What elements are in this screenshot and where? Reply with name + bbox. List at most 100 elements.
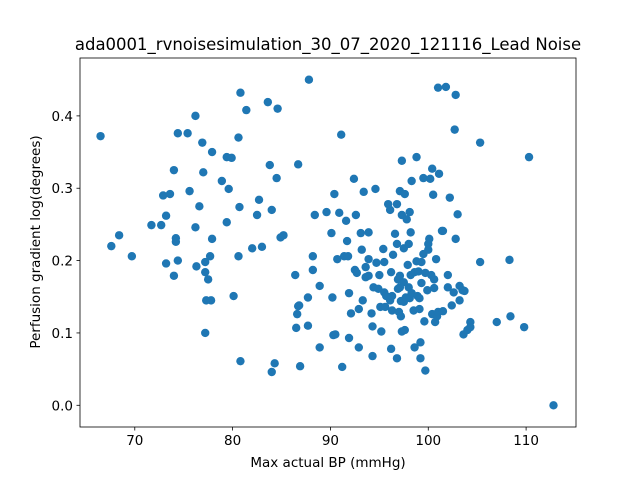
point bbox=[392, 354, 402, 363]
point bbox=[381, 302, 390, 312]
point bbox=[524, 152, 534, 162]
point bbox=[433, 83, 443, 92]
point bbox=[337, 130, 346, 139]
y-tick-label: 0.3 bbox=[52, 181, 73, 197]
point bbox=[191, 111, 200, 121]
point bbox=[380, 257, 389, 267]
point bbox=[203, 275, 213, 284]
y-tick-label: 0.0 bbox=[52, 398, 73, 414]
point bbox=[390, 229, 400, 239]
point bbox=[222, 218, 231, 227]
point bbox=[407, 176, 416, 186]
point bbox=[333, 254, 342, 264]
point bbox=[267, 367, 276, 377]
point bbox=[191, 223, 200, 232]
y-tick-label: 0.4 bbox=[52, 109, 73, 125]
point bbox=[443, 283, 453, 292]
point bbox=[416, 354, 425, 363]
point bbox=[330, 189, 339, 199]
point bbox=[206, 296, 216, 305]
chart-title: ada0001_rvnoisesimulation_30_07_2020_121… bbox=[75, 35, 581, 55]
x-tick-label: 90 bbox=[322, 433, 339, 449]
point bbox=[156, 220, 166, 230]
point bbox=[263, 97, 273, 107]
point bbox=[331, 330, 340, 339]
point bbox=[368, 351, 377, 361]
point bbox=[438, 307, 448, 316]
point bbox=[201, 257, 210, 267]
point bbox=[114, 231, 124, 240]
point bbox=[358, 296, 367, 305]
point bbox=[406, 228, 415, 237]
point bbox=[227, 153, 236, 163]
point bbox=[392, 199, 402, 209]
point bbox=[431, 254, 441, 264]
point bbox=[359, 187, 368, 197]
point bbox=[236, 88, 245, 97]
point bbox=[161, 259, 171, 268]
point bbox=[292, 323, 301, 333]
point bbox=[434, 169, 444, 178]
point bbox=[414, 267, 423, 276]
point bbox=[475, 138, 485, 147]
point bbox=[429, 283, 439, 293]
point bbox=[386, 344, 396, 354]
point bbox=[235, 202, 244, 212]
point bbox=[294, 301, 304, 310]
point bbox=[308, 252, 318, 261]
point bbox=[169, 165, 179, 175]
point bbox=[335, 208, 344, 218]
point bbox=[265, 160, 274, 170]
point bbox=[322, 207, 331, 217]
point bbox=[349, 174, 359, 184]
point bbox=[165, 189, 175, 199]
point bbox=[397, 156, 407, 165]
point bbox=[415, 294, 424, 303]
point bbox=[308, 265, 318, 275]
point bbox=[388, 250, 398, 259]
point bbox=[395, 271, 405, 280]
point bbox=[192, 262, 201, 271]
point bbox=[506, 312, 515, 321]
point bbox=[351, 210, 361, 220]
point bbox=[293, 160, 303, 169]
point bbox=[392, 239, 402, 249]
point bbox=[423, 286, 432, 295]
point bbox=[449, 288, 458, 297]
point bbox=[303, 321, 313, 330]
point bbox=[315, 281, 324, 291]
point bbox=[354, 304, 364, 314]
point bbox=[217, 176, 227, 186]
point bbox=[207, 234, 217, 244]
point bbox=[426, 174, 435, 184]
point bbox=[279, 231, 288, 240]
point bbox=[417, 257, 426, 267]
y-axis-label: Perfusion gradient log(degrees) bbox=[28, 135, 44, 348]
point bbox=[445, 193, 454, 202]
point bbox=[252, 210, 262, 220]
point bbox=[171, 237, 181, 246]
point bbox=[450, 125, 459, 134]
point bbox=[368, 322, 377, 331]
point bbox=[415, 304, 424, 314]
point bbox=[417, 278, 426, 288]
point bbox=[158, 191, 168, 200]
point bbox=[315, 343, 324, 352]
point bbox=[273, 104, 282, 113]
point bbox=[447, 301, 456, 310]
point bbox=[396, 312, 406, 321]
point bbox=[272, 173, 281, 183]
point bbox=[475, 257, 485, 267]
point bbox=[400, 189, 409, 199]
point bbox=[387, 291, 397, 301]
point bbox=[185, 186, 194, 196]
point bbox=[372, 258, 381, 267]
point bbox=[404, 239, 413, 249]
point bbox=[242, 105, 251, 115]
point bbox=[291, 270, 300, 280]
x-tick-label: 100 bbox=[415, 433, 441, 449]
y-tick-label: 0.2 bbox=[52, 254, 73, 270]
point bbox=[361, 262, 370, 272]
point bbox=[292, 309, 302, 319]
